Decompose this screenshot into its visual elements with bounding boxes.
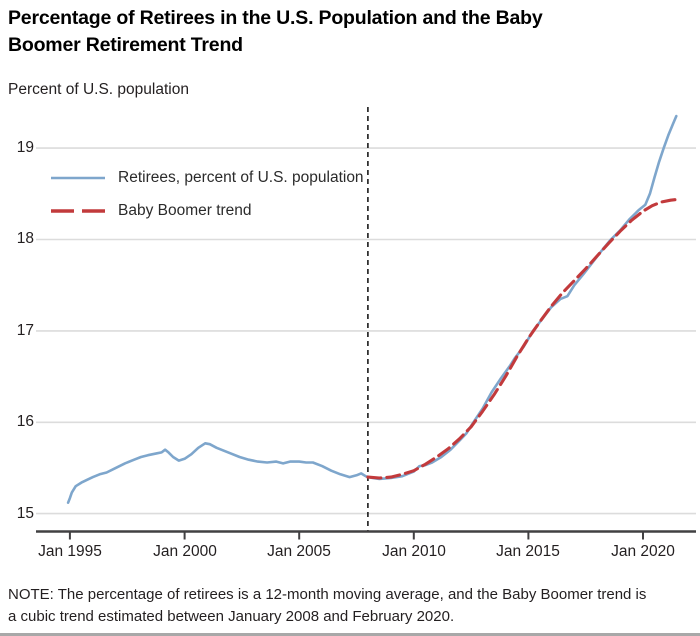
- x-tick-label: Jan 2020: [611, 543, 675, 560]
- legend: Retirees, percent of U.S. population Bab…: [50, 166, 366, 232]
- x-tick-label: Jan 2015: [496, 543, 560, 560]
- legend-item-trend: Baby Boomer trend: [50, 199, 366, 223]
- x-tick-label: Jan 2010: [382, 543, 446, 560]
- trend-line-sample-icon: [51, 209, 105, 213]
- legend-item-retirees: Retirees, percent of U.S. population: [50, 166, 366, 190]
- retirees-line-sample-icon: [51, 176, 105, 180]
- x-tick-label: Jan 2000: [153, 543, 217, 560]
- retirees-series-line: [66, 114, 678, 504]
- y-tick-label: 19: [16, 139, 34, 156]
- x-tick-label: Jan 2005: [267, 543, 331, 560]
- note-text: NOTE: The percentage of retirees is a 12…: [8, 586, 647, 625]
- legend-label-retirees: Retirees, percent of U.S. population: [116, 169, 366, 187]
- chart-title: Percentage of Retirees in the U.S. Popul…: [8, 7, 543, 56]
- x-tick-label: Jan 1995: [38, 543, 102, 560]
- y-tick-label: 18: [16, 230, 34, 247]
- y-axis-caption: Percent of U.S. population: [8, 81, 189, 98]
- y-tick-label: 17: [16, 322, 34, 339]
- bottom-rule: [0, 633, 700, 636]
- y-tick-label: 16: [16, 413, 34, 430]
- y-tick-label: 15: [16, 505, 34, 522]
- trend-series-line: [366, 197, 681, 480]
- legend-label-trend: Baby Boomer trend: [116, 202, 254, 220]
